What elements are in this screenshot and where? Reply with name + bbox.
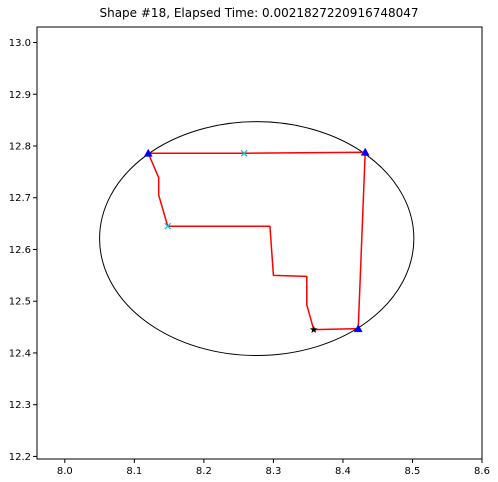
x-marker-stroke	[240, 149, 248, 157]
y-tick-label: 12.7	[9, 193, 31, 204]
y-tick-label: 12.9	[9, 90, 31, 101]
y-tick-label: 12.8	[9, 141, 31, 152]
y-axis: 12.2 12.3 12.4 12.5 12.6 12.7 12.8 12.9 13.0	[9, 38, 37, 463]
y-tick-label: 12.2	[9, 452, 31, 463]
x-tick-label: 8.5	[405, 466, 421, 477]
axes-frame	[36, 26, 483, 460]
x-tick-label: 8.3	[265, 466, 281, 477]
triangle-marker	[353, 324, 363, 333]
x-tick-label: 8.0	[57, 466, 73, 477]
x-marker-stroke	[164, 222, 172, 230]
x-tick-label: 8.6	[474, 466, 490, 477]
x-tick-label: 8.1	[126, 466, 142, 477]
y-tick-label: 12.5	[9, 297, 31, 308]
chart-title: Shape #18, Elapsed Time: 0.0021827220916…	[99, 6, 418, 20]
x-marker	[164, 222, 172, 230]
y-tick-label: 13.0	[9, 38, 31, 49]
x-tick-label: 8.2	[196, 466, 212, 477]
circle-outline	[99, 121, 415, 357]
x-tick-label: 8.4	[335, 466, 351, 477]
y-tick-label: 12.3	[9, 400, 31, 411]
star-marker	[309, 325, 318, 333]
y-tick-label: 12.4	[9, 348, 31, 359]
route-line	[147, 151, 366, 331]
plot-area	[99, 121, 415, 357]
triangle-marker	[360, 147, 370, 156]
y-tick-label: 12.6	[9, 245, 31, 256]
triangle-marker	[143, 148, 153, 157]
x-axis: 8.0 8.1 8.2 8.3 8.4 8.5 8.6	[57, 459, 490, 477]
x-marker	[240, 149, 248, 157]
